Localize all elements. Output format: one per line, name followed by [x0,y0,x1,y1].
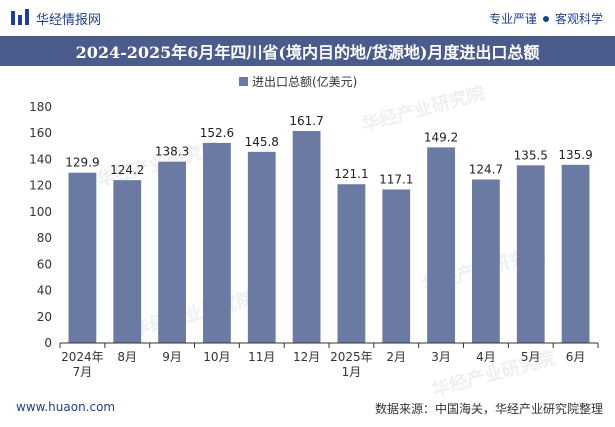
y-tick-label: 100 [29,205,52,219]
y-tick-label: 180 [29,100,52,114]
bar [292,130,321,343]
bar-value-label: 135.9 [558,148,592,162]
x-tick-label: 10月 [203,350,230,364]
y-tick-label: 140 [29,152,52,166]
x-tick-label: 2024年 7月 [61,350,104,379]
brand: 华经情报网 [10,8,101,28]
bar [68,172,97,343]
tagline: 专业严谨 客观科学 [489,10,603,27]
dot-icon [542,15,549,22]
bar-value-label: 124.2 [110,163,144,177]
y-axis: 0 20 40 60 80 100 120 140 160 180 [29,100,52,350]
x-tick-label: 6月 [566,350,586,364]
bar [516,165,545,343]
y-tick-label: 160 [29,126,52,140]
bar [158,161,186,343]
x-tick-label: 5月 [521,350,541,364]
y-tick-label: 20 [37,310,52,324]
x-tick-label: 2025年 1月 [330,350,373,379]
x-axis: 2024年 7月 8月 9月 10月 11月 12月 2025年 1月 2月 3月 4月 5月 6月 [59,342,599,379]
footer-source: 数据来源：中国海关，华经产业研究院整理 [374,402,603,416]
bar-value-label: 138.3 [155,145,189,159]
brand-name: 华经情报网 [36,12,102,28]
bar [247,151,276,343]
x-tick-label: 4月 [476,350,496,364]
top-bar: 华经情报网 专业严谨 客观科学 [0,0,615,36]
bar-value-label: 124.7 [469,163,503,177]
y-tick-label: 120 [29,179,52,193]
bar-value-label: 129.9 [65,156,99,170]
bar-value-label: 152.6 [200,126,234,140]
bar [427,147,455,343]
legend-label: 进出口总额(亿美元) [252,74,357,89]
y-tick-label: 60 [37,257,52,271]
x-tick-label: 2月 [386,350,406,364]
x-tick-label: 8月 [117,350,137,364]
tagline-right: 客观科学 [554,12,603,26]
chart-title: 2024-2025年6月年四川省(境内目的地/货源地)月度进出口总额 [0,36,615,66]
bar [382,189,411,343]
y-tick-label: 80 [37,231,52,245]
bar [472,179,500,343]
value-labels: 129.9 124.2 138.3 152.6 145.8 161.7 121.1 117.1… [65,114,593,186]
bar-chart: 进出口总额(亿美元) 0 20 40 60 80 100 120 140 160 180 129.… [29,74,599,379]
bars [68,130,590,343]
bar [561,164,590,343]
footer-website[interactable]: www.huaon.com [16,400,116,414]
tagline-left: 专业严谨 [488,12,537,26]
legend-swatch [239,77,248,86]
brand-logo-icon [11,9,29,25]
x-tick-label: 3月 [431,350,451,364]
bar-value-label: 135.5 [514,148,548,162]
bar [203,142,231,343]
bar-value-label: 145.8 [245,135,279,149]
bar-value-label: 161.7 [289,114,323,128]
y-tick-label: 40 [37,284,52,298]
bar-value-label: 149.2 [424,130,458,144]
bar [113,180,142,343]
x-tick-label: 12月 [293,350,320,364]
bar [337,184,366,343]
legend: 进出口总额(亿美元) [239,74,357,89]
x-tick-label: 9月 [162,350,182,364]
y-tick-label: 0 [44,336,52,350]
x-tick-label: 11月 [248,350,275,364]
bar-value-label: 117.1 [379,172,413,186]
bar-value-label: 121.1 [334,167,368,181]
